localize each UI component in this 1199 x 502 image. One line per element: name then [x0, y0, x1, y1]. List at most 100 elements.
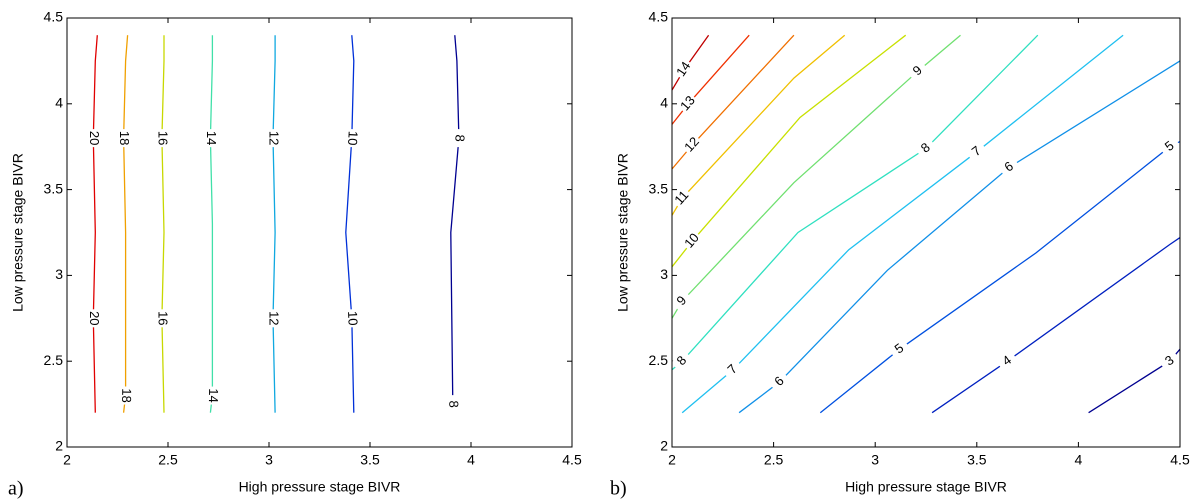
contour-line: [92, 35, 98, 413]
contour-label: 10: [345, 311, 361, 326]
contour-label-bg: [997, 156, 1021, 179]
x-tick-label: 3: [265, 452, 273, 468]
contour-label-bg: [344, 308, 360, 328]
contour-label-group: 10: [344, 128, 361, 148]
contour-label-group: 13: [677, 92, 700, 116]
y-tick-label: 3: [660, 266, 668, 282]
x-tick-label: 2.5: [158, 452, 178, 468]
contour-label: 14: [204, 131, 219, 145]
contour-label: 18: [119, 388, 134, 403]
contour-label-group: 9: [670, 289, 694, 313]
y-tick-label: 2: [660, 438, 668, 454]
x-tick-label: 4.5: [1170, 452, 1190, 468]
panel-label: a): [8, 478, 24, 500]
contour-label: 18: [117, 131, 132, 145]
contour-label-group: 12: [266, 309, 282, 328]
contour-label-bg: [205, 386, 220, 405]
contour-label-group: 12: [266, 129, 282, 148]
contour-label: 16: [156, 131, 171, 145]
y-tick-label: 4.5: [649, 9, 669, 25]
contour-label-bg: [344, 128, 360, 148]
contour-label-group: 7: [965, 140, 989, 163]
x-tick-label: 4.5: [562, 452, 582, 468]
contour-label-group: 10: [344, 308, 361, 328]
panel-label: b): [610, 478, 627, 500]
y-tick-label: 4.5: [44, 9, 64, 25]
contour-label-group: 5: [888, 338, 911, 361]
y-tick-label: 3: [55, 266, 63, 282]
contour-line: [738, 60, 1181, 414]
contour-label-bg: [995, 350, 1019, 373]
contour-label: 10: [345, 131, 361, 146]
contour-line: [345, 35, 355, 413]
contour-label-bg: [914, 137, 938, 160]
contour-line: [671, 34, 846, 216]
contour-label-group: 14: [205, 386, 221, 405]
contour-label-bg: [266, 129, 281, 148]
y-axis-label: Low pressure stage BIVR: [615, 153, 631, 312]
contour-label-group: 16: [154, 129, 171, 148]
contour-label-bg: [681, 229, 704, 253]
contour-label-bg: [154, 129, 169, 148]
contour-label-group: 6: [997, 156, 1021, 179]
contour-label-group: 18: [118, 386, 134, 405]
contour-label: 20: [87, 131, 102, 145]
contour-label-bg: [768, 370, 792, 394]
contour-label-bg: [266, 309, 281, 328]
contour-line: [272, 35, 276, 413]
x-tick-label: 4: [1075, 452, 1083, 468]
x-tick-label: 3.5: [967, 452, 987, 468]
contour-label-group: 8: [451, 128, 468, 148]
y-tick-label: 3.5: [649, 180, 669, 196]
contour-label-bg: [154, 309, 169, 328]
contour-label: 20: [87, 311, 102, 325]
contour-label-bg: [673, 58, 696, 81]
contour-label: 8: [446, 400, 461, 408]
contour-label-bg: [670, 289, 694, 313]
contour-label-group: 7: [721, 358, 745, 382]
contour-label-bg: [445, 394, 461, 414]
contour-label-group: 10: [681, 229, 704, 253]
contour-label: 8: [452, 134, 467, 142]
y-tick-label: 4: [55, 95, 63, 111]
y-tick-label: 3.5: [44, 180, 64, 196]
y-tick-label: 4: [660, 95, 668, 111]
contour-label-group: 20: [86, 129, 102, 148]
contour-label: 14: [206, 388, 221, 403]
x-tick-label: 2: [63, 452, 71, 468]
contour-label-group: 12: [681, 133, 704, 157]
x-tick-label: 4: [467, 452, 475, 468]
contour-label-group: 6: [768, 370, 792, 394]
x-tick-label: 2: [668, 452, 676, 468]
contour-line: [161, 35, 165, 413]
x-axis-label: High pressure stage BIVR: [239, 479, 401, 495]
contour-label-group: 8: [914, 137, 938, 160]
plot-area: [67, 18, 572, 447]
contour-label-bg: [888, 338, 911, 361]
contour-label-group: 5: [1158, 135, 1182, 158]
contour-label-group: 14: [673, 58, 696, 81]
contour-line: [671, 34, 907, 268]
y-axis-label: Low pressure stage BIVR: [10, 153, 26, 312]
x-tick-label: 3: [871, 452, 879, 468]
contour-label-group: 3: [1158, 350, 1182, 373]
axes-box: [671, 17, 1181, 448]
y-tick-label: 2.5: [649, 352, 669, 368]
contour-label-bg: [681, 133, 704, 157]
contour-label-bg: [677, 92, 700, 116]
contour-label-group: 8: [445, 394, 461, 414]
y-tick-label: 2.5: [44, 352, 64, 368]
contour-label-bg: [1158, 135, 1182, 158]
contour-label-group: 8: [670, 349, 694, 373]
contour-label-group: 16: [154, 309, 171, 328]
axes-box: [66, 17, 573, 448]
contour-label-group: 14: [203, 129, 219, 148]
plot-area: [672, 18, 1180, 447]
contour-label: 12: [267, 131, 282, 145]
contour-label-bg: [451, 128, 467, 148]
contour-label-bg: [670, 186, 694, 210]
contour-label-bg: [203, 129, 218, 148]
contour-label-bg: [86, 309, 101, 328]
contour-label-bg: [118, 386, 133, 405]
